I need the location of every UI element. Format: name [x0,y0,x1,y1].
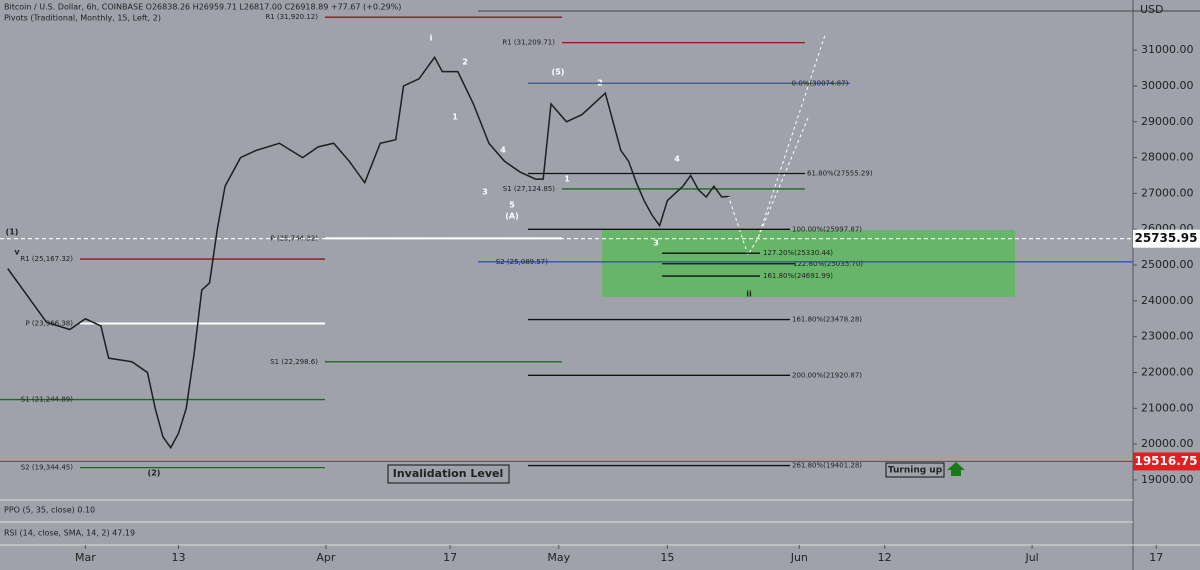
level-label: 200.00%(21920.87) [792,371,862,379]
wave-label: 4 [500,146,506,155]
x-tick-label: Mar [75,551,96,564]
y-tick-label: 25000.00 [1141,258,1194,271]
level-label: S1 (21,244.89) [21,396,73,404]
x-tick-label: Jul [1024,551,1038,564]
y-tick-label: 19000.00 [1141,473,1194,486]
level-label: 61.80%(27555.29) [807,170,873,178]
currency: USD [1140,3,1164,16]
wave-label: (A) [505,212,519,221]
y-tick-label: 30000.00 [1141,79,1194,92]
wave-label: 1 [564,175,570,184]
wave-label: 4 [674,155,680,164]
level-label: 122.60%(25035.70) [793,260,863,268]
wave-label: (1) [6,228,19,237]
y-tick-label: 31000.00 [1141,43,1194,56]
price-tag [1133,229,1200,248]
y-tick-label: 23000.00 [1141,330,1194,343]
annotation-box [387,464,510,484]
level-label: 161.80%(23478.28) [792,316,862,324]
wave-label: 2 [462,58,468,67]
x-tick-label: 17 [443,551,457,564]
x-tick-label: Apr [316,551,336,564]
x-tick-label: 13 [171,551,185,564]
price-tag-label: 25735.95 [1134,231,1197,245]
level-label: S1 (27,124.85) [503,185,555,193]
y-tick-label: 24000.00 [1141,294,1194,307]
annotation: Turning up [888,466,943,476]
wave-label: (2) [148,469,161,478]
level-label: 127.20%(25330.44) [763,249,833,257]
projection [757,34,826,239]
annotation: Invalidation Level [393,467,503,480]
x-tick-label: May [547,551,570,564]
level-label: 161.80%(24691.99) [763,272,833,280]
level-label: S2 (25,089.57) [496,258,548,266]
price-tag-label: 19516.75 [1134,454,1197,468]
arrow-up [947,462,965,476]
x-tick-label: Jun [790,551,808,564]
projection [727,117,809,257]
wave-label: i [430,34,433,43]
x-tick-label: 17 [1149,551,1163,564]
y-tick-label: 22000.00 [1141,365,1194,378]
y-tick-label: 21000.00 [1141,401,1194,414]
level-label: R1 (31,209.71) [502,39,555,47]
y-tick-label: 20000.00 [1141,437,1194,450]
wave-label: 1 [452,113,458,122]
subtitle: Pivots (Traditional, Monthly, 15, Left, … [4,14,161,23]
x-tick-label: 15 [660,551,674,564]
level-label: 100.00%(25997.87) [792,225,862,233]
x-tick-label: 12 [878,551,892,564]
indicator: RSI (14, close, SMA, 14, 2) 47.19 [4,529,135,538]
wave-label: v [14,248,20,257]
level-label: 0.0%(30074.87) [792,79,849,87]
level-label: S2 (19,344.45) [21,464,73,472]
level-label: R1 (25,167.32) [20,255,73,263]
y-tick-label: 28000.00 [1141,151,1194,164]
wave-label: 5 [509,201,515,210]
price-tag [1133,452,1200,471]
wave-label: ii [746,290,752,299]
wave-label: (5) [552,68,565,77]
level-label: R1 (31,920.12) [265,13,318,21]
wave-label: 3 [653,239,659,248]
price-line-series [7,55,730,450]
y-tick-label: 27000.00 [1141,186,1194,199]
indicator: PPO (5, 35, close) 0.10 [4,506,95,515]
annotation-box [885,462,945,478]
chart-title: Bitcoin / U.S. Dollar, 6h, COINBASE O268… [4,3,401,12]
level-label: 261.80%(19401.28) [792,462,862,470]
wave-label: 3 [482,188,488,197]
level-label: S1 (22,298.6) [270,358,318,366]
y-tick-label: 29000.00 [1141,115,1194,128]
